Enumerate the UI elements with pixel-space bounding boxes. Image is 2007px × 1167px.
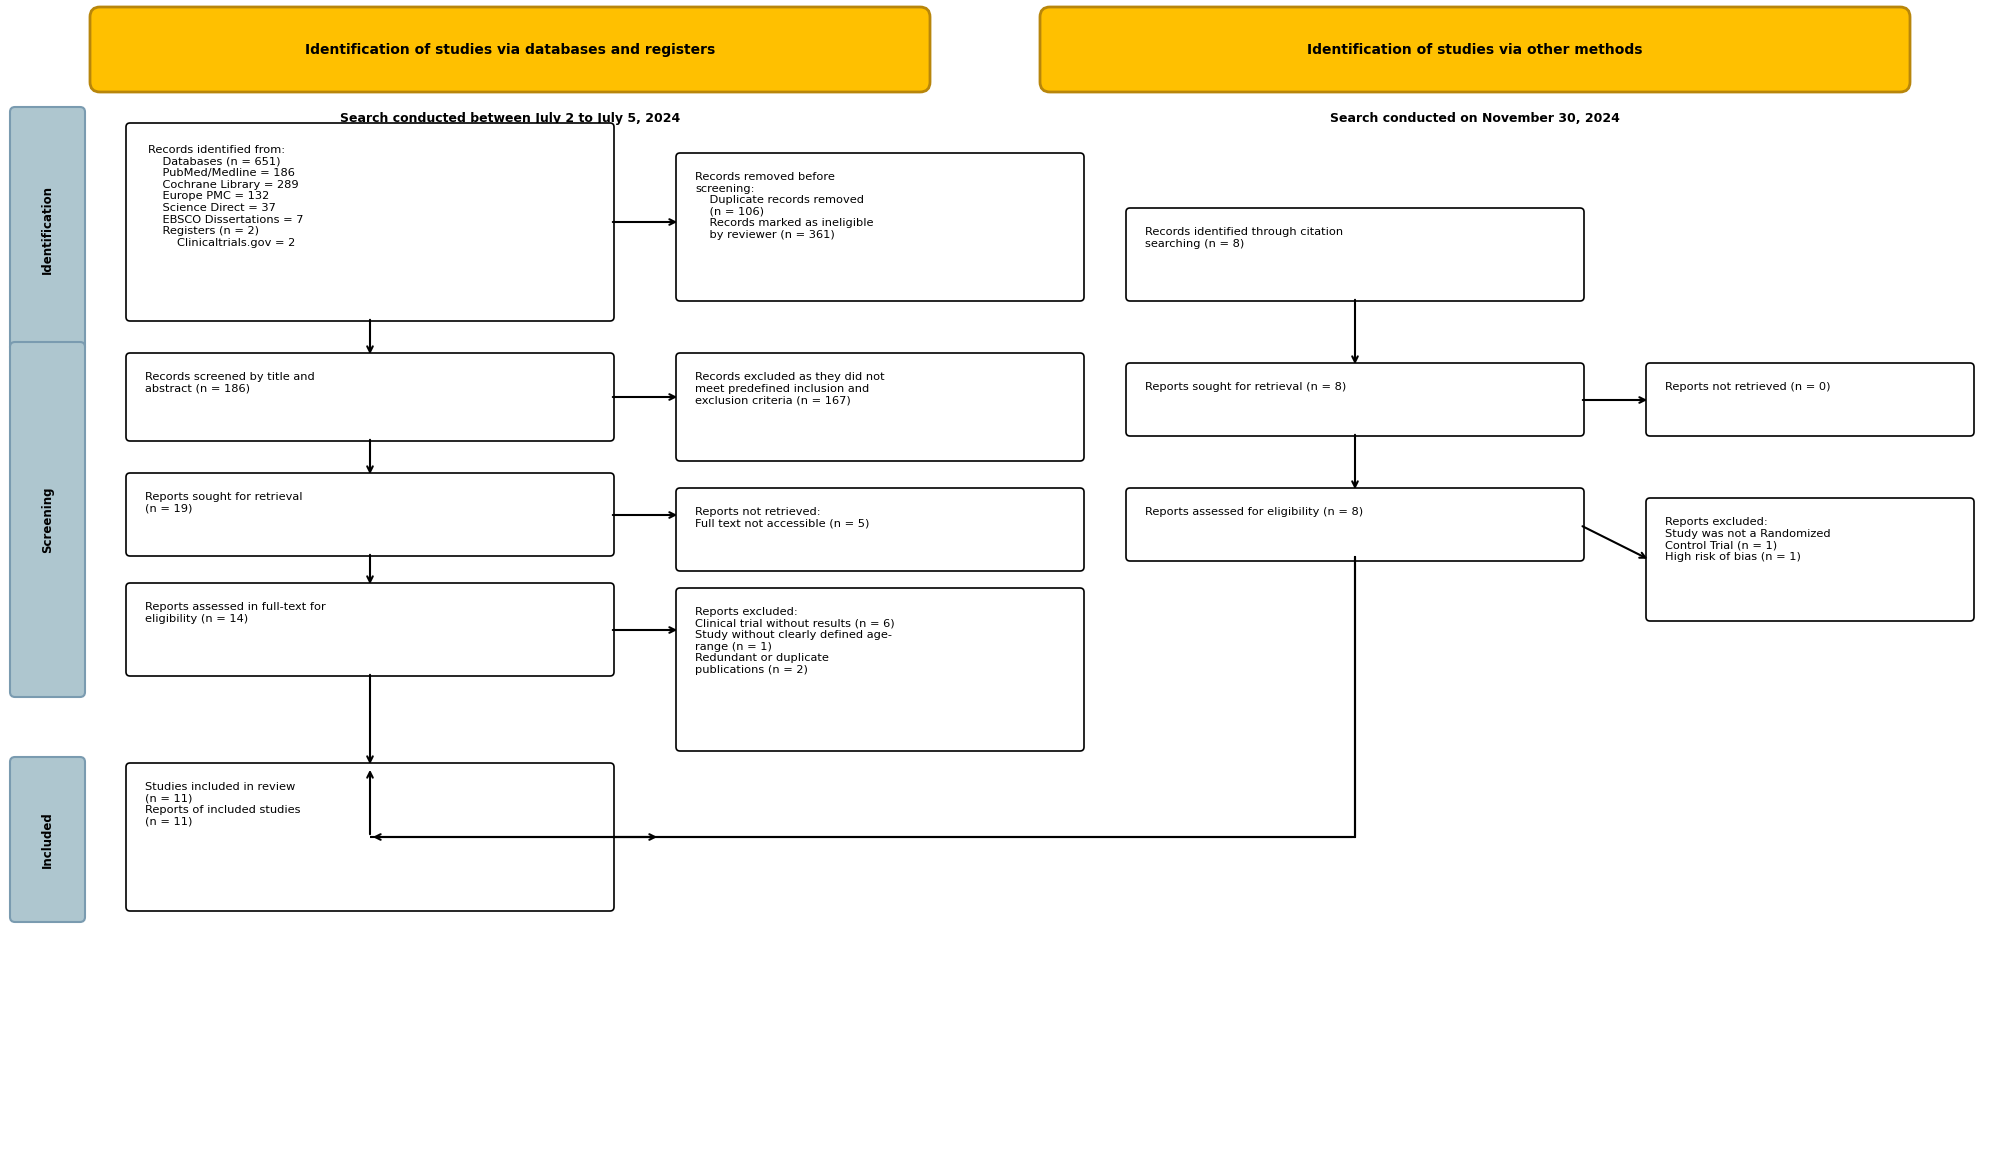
Text: Reports not retrieved (n = 0): Reports not retrieved (n = 0) [1664,382,1830,392]
Text: Records identified from:
    Databases (n = 651)
    PubMed/Medline = 186
    Co: Records identified from: Databases (n = … [149,145,303,247]
Text: Search conducted between July 2 to July 5, 2024: Search conducted between July 2 to July … [339,112,680,125]
FancyBboxPatch shape [10,342,84,697]
Text: Reports excluded:
Clinical trial without results (n = 6)
Study without clearly d: Reports excluded: Clinical trial without… [694,607,895,675]
Text: Reports assessed in full-text for
eligibility (n = 14): Reports assessed in full-text for eligib… [145,602,325,623]
Text: Reports assessed for eligibility (n = 8): Reports assessed for eligibility (n = 8) [1144,506,1363,517]
FancyBboxPatch shape [126,123,614,321]
FancyBboxPatch shape [90,7,929,92]
FancyBboxPatch shape [1126,208,1584,301]
FancyBboxPatch shape [676,153,1084,301]
FancyBboxPatch shape [1040,7,1909,92]
FancyBboxPatch shape [126,352,614,441]
FancyBboxPatch shape [126,584,614,676]
FancyBboxPatch shape [10,107,84,352]
Text: Included: Included [40,811,54,868]
FancyBboxPatch shape [1126,488,1584,561]
Text: Search conducted on November 30, 2024: Search conducted on November 30, 2024 [1329,112,1620,125]
Text: Reports not retrieved:
Full text not accessible (n = 5): Reports not retrieved: Full text not acc… [694,506,869,529]
Text: Identification of studies via other methods: Identification of studies via other meth… [1307,42,1642,56]
Text: Reports sought for retrieval
(n = 19): Reports sought for retrieval (n = 19) [145,492,303,513]
FancyBboxPatch shape [1646,363,1973,436]
Text: Records identified through citation
searching (n = 8): Records identified through citation sear… [1144,228,1343,249]
FancyBboxPatch shape [126,473,614,555]
Text: Screening: Screening [40,487,54,553]
FancyBboxPatch shape [676,352,1084,461]
Text: Records removed before
screening:
    Duplicate records removed
    (n = 106)
  : Records removed before screening: Duplic… [694,172,873,240]
Text: Records screened by title and
abstract (n = 186): Records screened by title and abstract (… [145,372,315,393]
Text: Reports sought for retrieval (n = 8): Reports sought for retrieval (n = 8) [1144,382,1345,392]
FancyBboxPatch shape [1646,498,1973,621]
FancyBboxPatch shape [1126,363,1584,436]
FancyBboxPatch shape [676,488,1084,571]
FancyBboxPatch shape [126,763,614,911]
FancyBboxPatch shape [10,757,84,922]
Text: Reports excluded:
Study was not a Randomized
Control Trial (n = 1)
High risk of : Reports excluded: Study was not a Random… [1664,517,1830,561]
Text: Studies included in review
(n = 11)
Reports of included studies
(n = 11): Studies included in review (n = 11) Repo… [145,782,301,826]
Text: Identification of studies via databases and registers: Identification of studies via databases … [305,42,714,56]
Text: Records excluded as they did not
meet predefined inclusion and
exclusion criteri: Records excluded as they did not meet pr… [694,372,885,405]
FancyBboxPatch shape [676,588,1084,752]
Text: Identification: Identification [40,186,54,274]
